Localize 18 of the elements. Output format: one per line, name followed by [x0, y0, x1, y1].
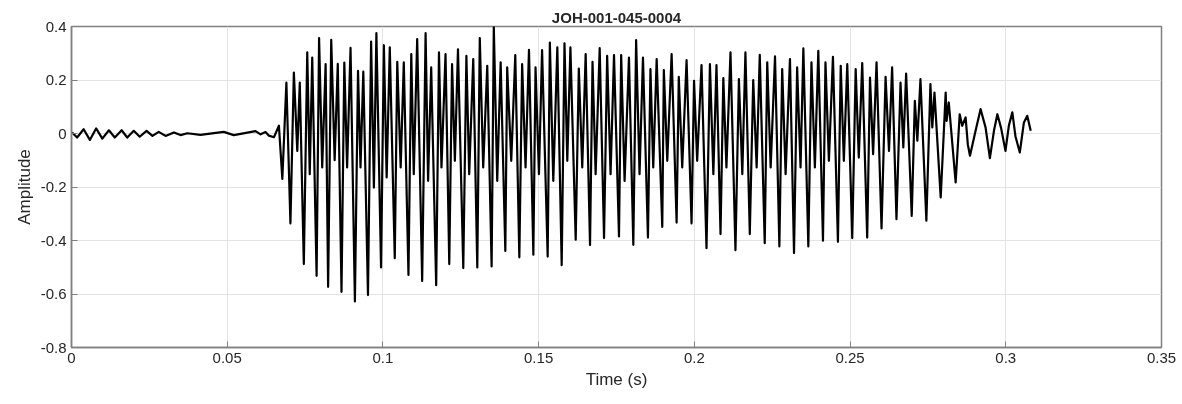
y-tick-label: -0.2: [40, 178, 67, 195]
y-tick-label: 0: [58, 124, 67, 142]
y-tick-label: -0.6: [40, 285, 67, 302]
chart-title: JOH-001-045-0004: [551, 8, 682, 26]
x-tick-label: 0.1: [372, 348, 394, 366]
y-tick-label: 0.2: [45, 71, 67, 88]
y-tick-label: 0.4: [45, 17, 67, 35]
x-axis-title: Time (s): [585, 369, 648, 389]
y-tick-label: -0.4: [40, 231, 67, 249]
x-tick-label: 0.25: [835, 348, 865, 366]
y-tick-label: -0.8: [40, 338, 67, 356]
x-tick-label: 0.35: [1146, 348, 1177, 366]
line-series: [71, 26, 1032, 303]
x-tick-label: 0.05: [212, 348, 242, 366]
x-tick-label: 0.15: [524, 348, 554, 366]
y-axis-title: Amplitude: [14, 149, 34, 225]
x-tick-label: 0.2: [683, 348, 705, 366]
x-tick-label: 0.3: [995, 348, 1017, 366]
